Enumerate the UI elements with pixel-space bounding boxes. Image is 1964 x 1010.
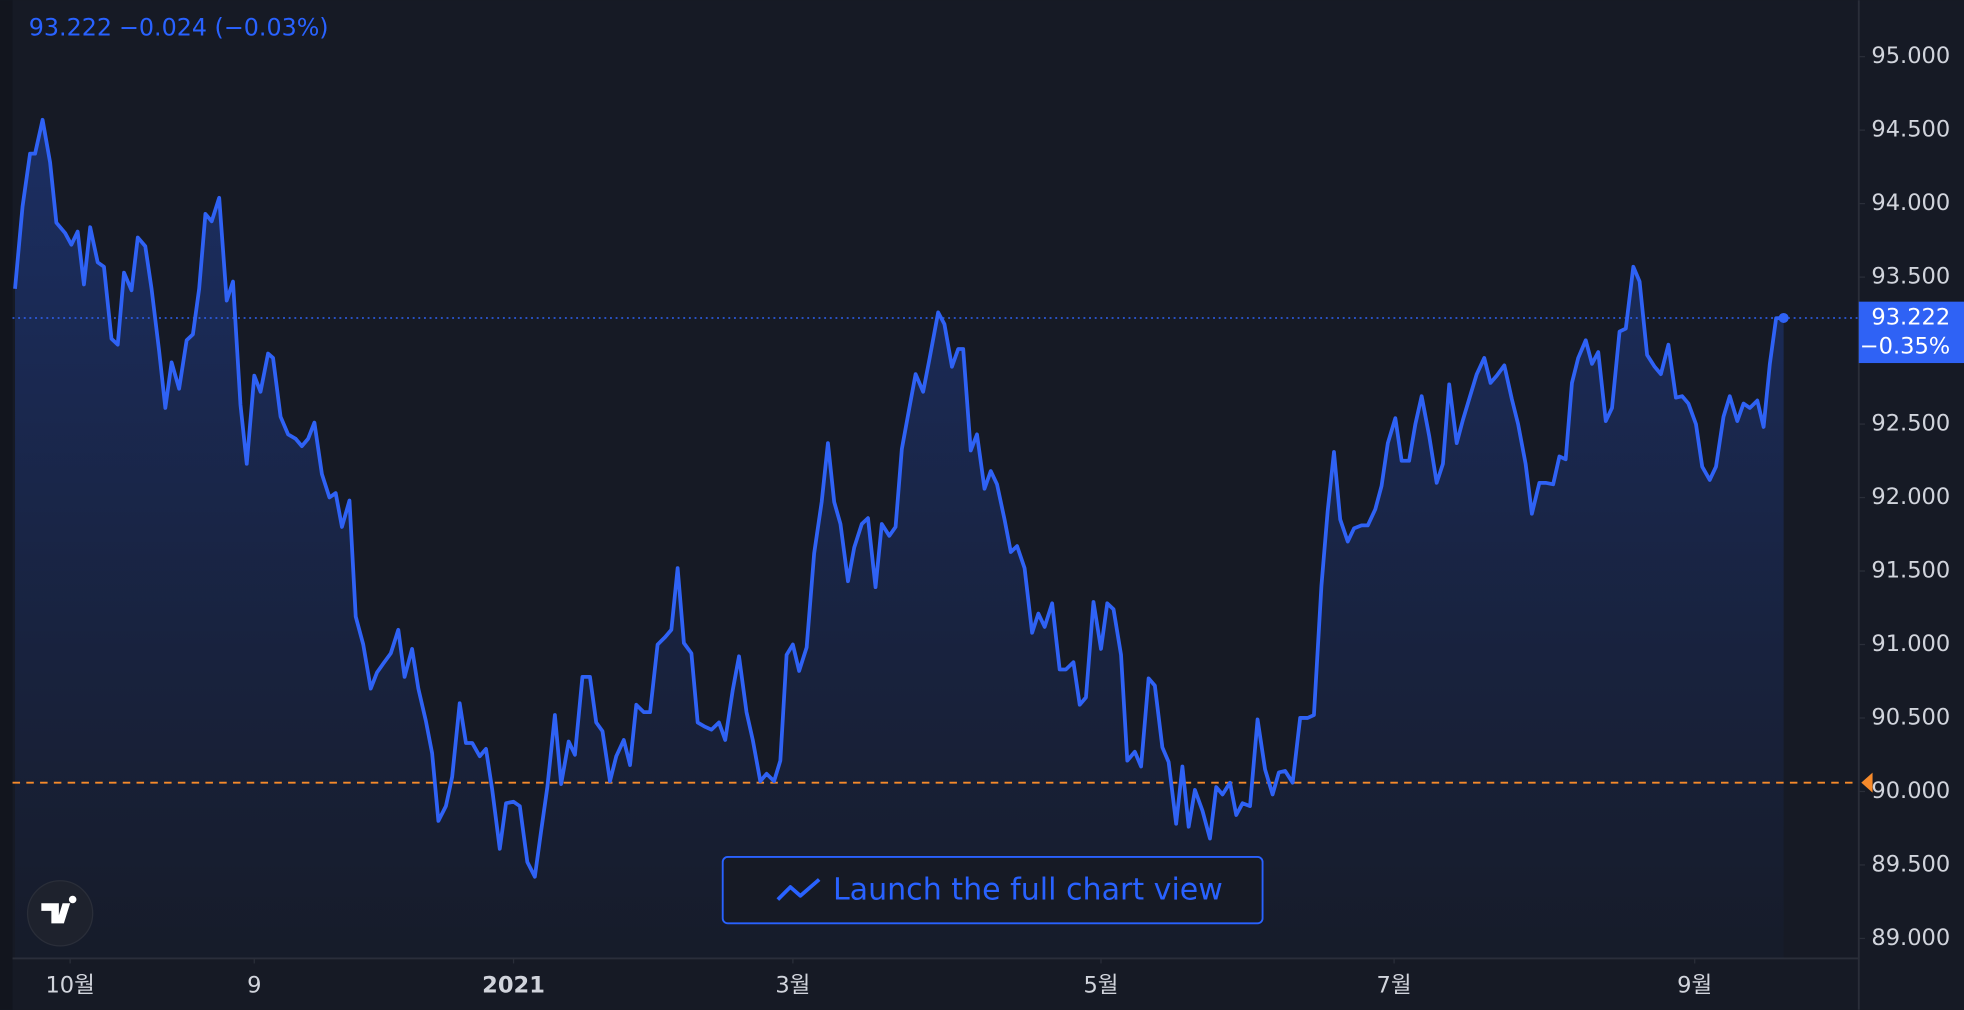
x-tick-label: 9월 xyxy=(1677,972,1712,998)
reference-marker xyxy=(1861,772,1873,793)
y-tick-label: 89.000 xyxy=(1871,925,1950,951)
y-tick-label: 95.000 xyxy=(1871,43,1950,69)
x-tick-label: 7월 xyxy=(1377,972,1412,998)
left-strip xyxy=(0,0,13,1010)
x-tick-label: 3월 xyxy=(775,972,810,998)
header-change: −0.024 (−0.03%) xyxy=(119,14,329,42)
line xyxy=(13,117,1784,879)
y-tick-label: 91.000 xyxy=(1871,631,1950,657)
logo-mark[interactable] xyxy=(41,895,77,924)
logo[interactable] xyxy=(26,880,94,947)
button-box[interactable] xyxy=(721,856,1264,925)
y-tick-label: 94.500 xyxy=(1871,117,1950,143)
y-tick-label: 90.000 xyxy=(1871,778,1950,804)
y-tick-label: 91.500 xyxy=(1871,558,1950,584)
plot: 89.000 89.500 90.000 90.500 91.000 91.500 92.0… xyxy=(12,43,1964,998)
y-tick-label: 93.500 xyxy=(1871,264,1950,290)
x-tick-label: 2021 xyxy=(482,972,545,998)
launch-button[interactable]: Launch the full chart view xyxy=(721,856,1264,925)
header-price: 93.222 xyxy=(29,14,112,42)
area xyxy=(15,119,1784,959)
button-icon[interactable] xyxy=(776,878,821,901)
y-tick-label: 92.500 xyxy=(1871,411,1950,437)
y-tick-label: 89.500 xyxy=(1871,851,1950,877)
button-label[interactable]: Launch the full chart view xyxy=(833,872,1223,907)
x-tick-label: 10월 xyxy=(45,972,94,998)
y-tick-label: 94.000 xyxy=(1871,190,1950,216)
y-tick-label: 92.000 xyxy=(1871,484,1950,510)
x-tick-label: 9 xyxy=(247,972,261,998)
y-tick-label: 90.500 xyxy=(1871,704,1950,730)
price-label-box xyxy=(1858,301,1964,364)
price-label: 93.222 xyxy=(1871,304,1950,330)
price-label-change: −0.35% xyxy=(1860,333,1950,359)
last-point xyxy=(1778,312,1789,323)
x-tick-label: 5월 xyxy=(1083,972,1118,998)
